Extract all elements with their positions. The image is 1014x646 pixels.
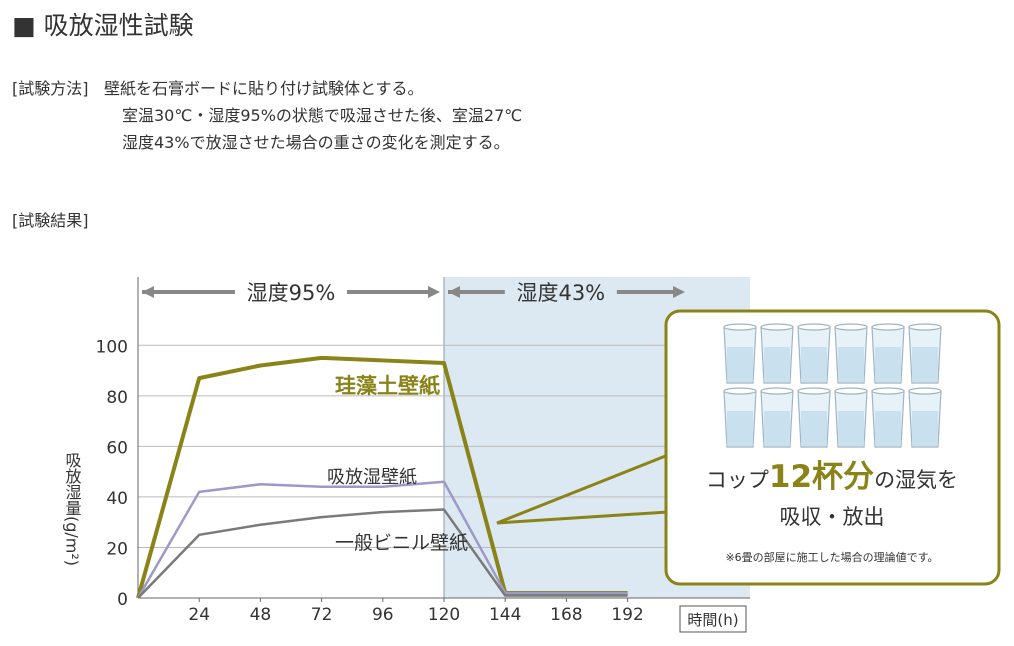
arrow-head bbox=[142, 286, 154, 298]
arrow-head bbox=[428, 286, 440, 298]
cup-rim bbox=[760, 323, 794, 331]
x-unit-box bbox=[679, 605, 747, 633]
cup-water bbox=[764, 411, 790, 446]
series-line bbox=[136, 480, 628, 599]
cup-rim bbox=[797, 323, 831, 331]
y-axis-label: 吸放湿量(g/m²) bbox=[63, 452, 82, 566]
method-line: 湿度43%で放湿させた場合の重さの変化を測定する。 bbox=[122, 133, 510, 152]
cup-water bbox=[875, 411, 901, 446]
cup-rim bbox=[723, 323, 757, 331]
result-label: [試験結果] bbox=[12, 211, 89, 230]
x-tick-label: 144 bbox=[489, 605, 521, 625]
cup-rim bbox=[908, 387, 942, 395]
cup-water bbox=[801, 411, 827, 446]
callout-part: コップ bbox=[706, 468, 769, 492]
x-tick-label: 72 bbox=[311, 605, 333, 625]
cup-water bbox=[727, 347, 753, 382]
callout-note: ※6畳の部屋に施工した場合の理論値です。 bbox=[725, 550, 938, 564]
cup-water bbox=[838, 411, 864, 446]
cup-rim bbox=[797, 387, 831, 395]
cup-rim bbox=[871, 387, 905, 395]
cup-rim bbox=[723, 387, 757, 395]
cup-rim bbox=[760, 387, 794, 395]
cup-water bbox=[764, 347, 790, 382]
cup-water bbox=[912, 347, 938, 382]
method-line: 壁紙を石膏ボードに貼り付け試験体とする。 bbox=[104, 79, 424, 98]
x-tick-label: 192 bbox=[611, 605, 643, 625]
cup-rim bbox=[871, 323, 905, 331]
callout-pointer bbox=[496, 453, 669, 525]
cup-water bbox=[912, 411, 938, 446]
cup-rim bbox=[908, 323, 942, 331]
callout-box bbox=[664, 309, 1001, 586]
cup-water bbox=[801, 347, 827, 382]
x-tick-label: 120 bbox=[428, 605, 460, 625]
callout-text: 吸収・放出 bbox=[780, 505, 885, 529]
series-line bbox=[137, 508, 628, 599]
cup-rim bbox=[834, 323, 868, 331]
callout-part: 12杯分 bbox=[769, 459, 874, 495]
x-tick-label: 48 bbox=[250, 605, 272, 625]
series-label: 珪藻土壁紙 bbox=[335, 374, 440, 398]
cup-water bbox=[875, 347, 901, 382]
region-label: 湿度43% bbox=[516, 281, 605, 305]
callout-text: コップ12杯分の湿気を bbox=[706, 459, 958, 495]
y-tick-label: 100 bbox=[96, 337, 128, 357]
y-tick-label: 60 bbox=[106, 438, 128, 458]
region-label: 湿度95% bbox=[247, 281, 336, 305]
series-line bbox=[136, 355, 628, 599]
x-tick-label: 96 bbox=[372, 605, 394, 625]
series-label: 吸放湿壁紙 bbox=[327, 467, 417, 488]
method-label: [試験方法] bbox=[12, 79, 89, 98]
callout-part: の湿気を bbox=[874, 468, 958, 492]
y-tick-label: 40 bbox=[106, 489, 128, 509]
title: ■ 吸放湿性試験 bbox=[12, 11, 194, 40]
x-tick-label: 24 bbox=[188, 605, 210, 625]
method-line: 室温30℃・湿度95%の状態で吸湿させた後、室温27℃ bbox=[122, 106, 522, 125]
y-tick-label: 20 bbox=[106, 539, 128, 559]
cup-water bbox=[838, 347, 864, 382]
series-label: 一般ビニル壁紙 bbox=[335, 532, 468, 554]
y-tick-label: 80 bbox=[106, 388, 128, 408]
cup-rim bbox=[834, 387, 868, 395]
x-tick-label: 168 bbox=[550, 605, 582, 625]
arrow-head bbox=[673, 286, 685, 298]
arrow-head bbox=[448, 286, 460, 298]
x-axis-label: 時間(h) bbox=[687, 611, 738, 629]
cup-water bbox=[727, 411, 753, 446]
y-tick-label: 0 bbox=[117, 590, 128, 610]
